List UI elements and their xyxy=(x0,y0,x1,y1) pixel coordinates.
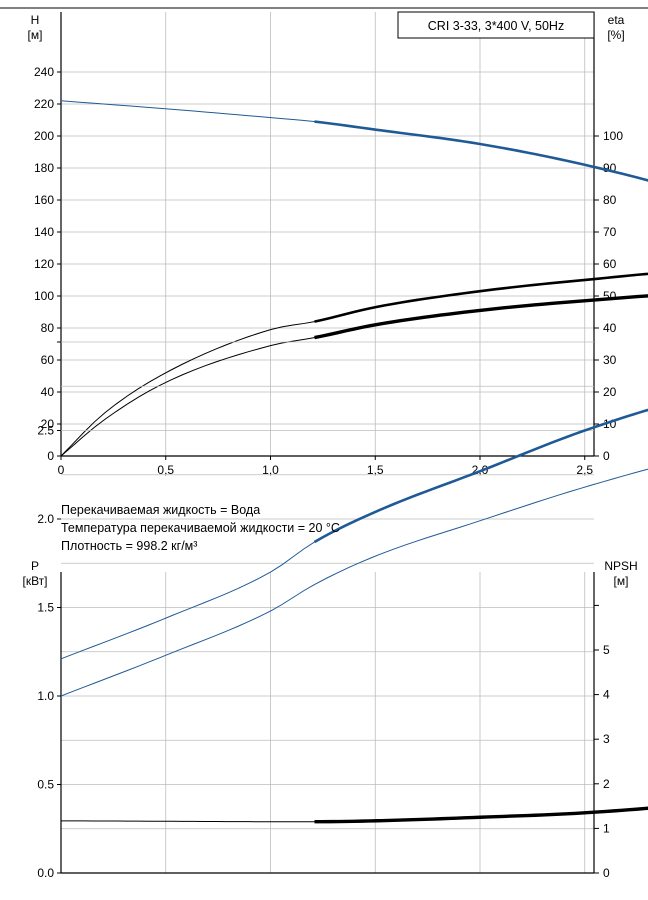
bottom-left-tick-label: 1.5 xyxy=(37,601,54,615)
top-right-tick-label: 40 xyxy=(603,321,617,335)
top-left-tick-label: 20 xyxy=(41,417,55,431)
pumped-liquid-label: Перекачиваемая жидкость = Вода xyxy=(61,503,261,517)
bottom-right-tick-label: 5 xyxy=(603,643,610,657)
bottom-curve-thick-0 xyxy=(313,408,648,544)
bottom-left-tick-label: 2.5 xyxy=(37,424,54,438)
title-box xyxy=(397,11,595,39)
top-left-tick-label: 160 xyxy=(34,193,54,207)
bottom-right-axis-unit: [м] xyxy=(614,574,629,588)
top-right-tick-label: 30 xyxy=(603,353,617,367)
top-left-axis-unit: [м] xyxy=(28,28,43,42)
top-curve-thick-2 xyxy=(314,294,648,340)
top-right-axis-title: eta xyxy=(608,13,625,27)
bottom-curve-thick-2 xyxy=(314,806,648,824)
bottom-left-tick-label: 0.5 xyxy=(37,778,54,792)
bottom-right-tick-label: 1 xyxy=(603,821,610,835)
top-right-tick-label: 80 xyxy=(603,193,617,207)
top-right-tick-label: 70 xyxy=(603,225,617,239)
top-left-tick-label: 200 xyxy=(34,129,54,143)
top-left-tick-label: 40 xyxy=(41,385,55,399)
bottom-left-axis-title: P xyxy=(31,559,39,573)
top-left-tick-label: 60 xyxy=(41,353,55,367)
top-curve-thin-2 xyxy=(60,295,648,457)
top-left-axis-title: H xyxy=(31,13,40,27)
bottom-left-tick-label: 2.0 xyxy=(37,512,54,526)
bottom-right-tick-label: 4 xyxy=(603,688,610,702)
top-right-tick-label: 20 xyxy=(603,385,617,399)
top-left-tick-label: 240 xyxy=(34,65,54,79)
bottom-right-tick-label: 2 xyxy=(603,777,610,791)
top-right-tick-label: 100 xyxy=(603,129,623,143)
density-label: Плотность = 998.2 кг/м³ xyxy=(61,539,198,553)
chart-title: CRI 3-33, 3*400 V, 50Hz xyxy=(428,19,564,33)
top-left-tick-label: 180 xyxy=(34,161,54,175)
top-curve-thick-0 xyxy=(314,120,648,182)
top-x-tick-label: 0 xyxy=(58,463,65,477)
top-x-tick-label: 0,5 xyxy=(157,463,174,477)
top-curve-thin-1 xyxy=(60,273,648,457)
top-x-tick-label: 1,5 xyxy=(367,463,384,477)
top-left-tick-label: 80 xyxy=(41,321,55,335)
liquid-temperature-label: Температура перекачиваемой жидкости = 20… xyxy=(61,521,340,535)
bottom-left-tick-label: 1.0 xyxy=(37,689,54,703)
top-curve-thick-1 xyxy=(314,272,648,323)
top-left-tick-label: 220 xyxy=(34,97,54,111)
top-left-tick-label: 120 xyxy=(34,257,54,271)
top-right-tick-label: 60 xyxy=(603,257,617,271)
top-left-tick-label: 0 xyxy=(47,449,54,463)
top-right-axis-unit: [%] xyxy=(607,28,624,42)
bottom-curve-thin-1 xyxy=(60,468,648,697)
bottom-left-tick-label: 0.0 xyxy=(37,866,54,880)
top-right-tick-label: 0 xyxy=(603,449,610,463)
bottom-right-tick-label: 0 xyxy=(603,866,610,880)
bottom-right-tick-label: 3 xyxy=(603,732,610,746)
top-x-tick-label: 1,0 xyxy=(262,463,279,477)
bottom-right-axis-title: NPSH xyxy=(604,559,637,573)
top-x-tick-label: 2,5 xyxy=(576,463,593,477)
bottom-left-axis-unit: [кВт] xyxy=(22,574,47,588)
top-left-tick-label: 100 xyxy=(34,289,54,303)
top-curve-thin-0 xyxy=(60,100,648,181)
top-left-tick-label: 140 xyxy=(34,225,54,239)
top-right-tick-label: 50 xyxy=(603,289,617,303)
